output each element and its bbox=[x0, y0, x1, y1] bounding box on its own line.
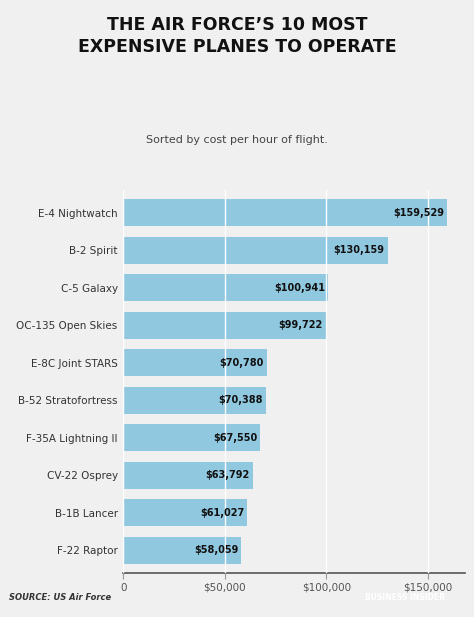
Bar bbox=[123, 199, 447, 226]
Bar bbox=[123, 462, 253, 489]
Text: Sorted by cost per hour of flight.: Sorted by cost per hour of flight. bbox=[146, 135, 328, 145]
Text: $63,792: $63,792 bbox=[206, 470, 250, 480]
Text: $58,059: $58,059 bbox=[194, 545, 238, 555]
Text: $99,722: $99,722 bbox=[279, 320, 323, 330]
Text: THE AIR FORCE’S 10 MOST
EXPENSIVE PLANES TO OPERATE: THE AIR FORCE’S 10 MOST EXPENSIVE PLANES… bbox=[78, 16, 396, 56]
Bar bbox=[123, 274, 328, 301]
Bar bbox=[123, 499, 247, 526]
Text: $70,388: $70,388 bbox=[219, 395, 263, 405]
Text: $67,550: $67,550 bbox=[213, 433, 257, 442]
Text: $130,159: $130,159 bbox=[334, 245, 384, 255]
Bar bbox=[123, 424, 260, 451]
Text: $100,941: $100,941 bbox=[274, 283, 325, 292]
Bar bbox=[123, 387, 266, 413]
Bar bbox=[123, 349, 267, 376]
Bar bbox=[123, 312, 326, 339]
Text: SOURCE: US Air Force: SOURCE: US Air Force bbox=[9, 594, 111, 602]
Text: BUSINESS INSIDER: BUSINESS INSIDER bbox=[365, 594, 446, 602]
Text: $61,027: $61,027 bbox=[200, 508, 244, 518]
Text: $159,529: $159,529 bbox=[393, 207, 444, 218]
Text: $70,780: $70,780 bbox=[219, 358, 264, 368]
Bar bbox=[123, 236, 388, 263]
Bar bbox=[123, 537, 241, 563]
